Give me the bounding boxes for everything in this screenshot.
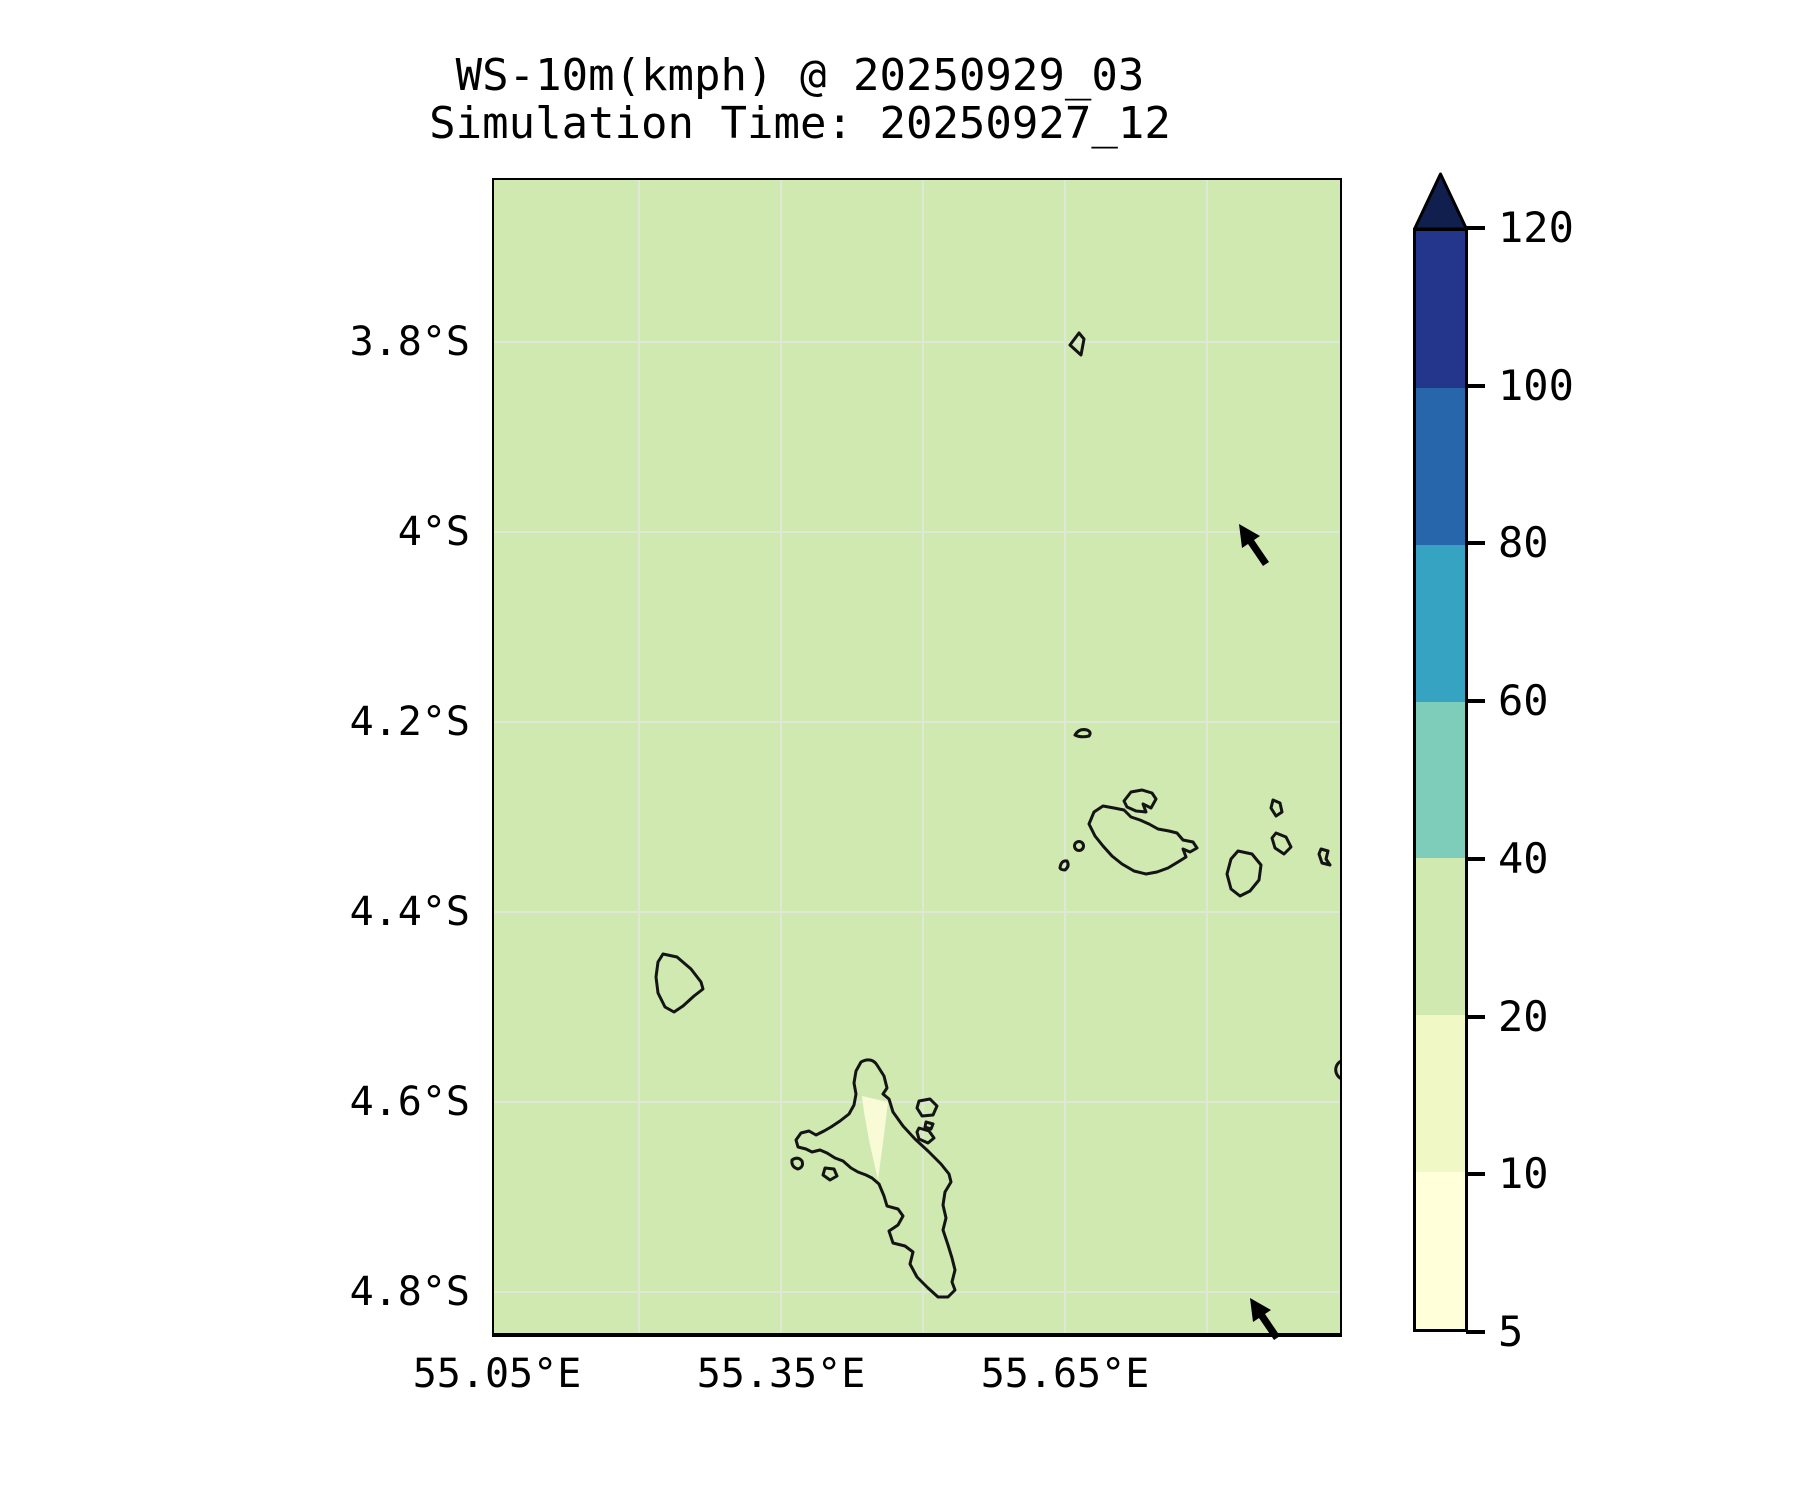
island-coastlines xyxy=(654,331,1342,1299)
colorbar xyxy=(1413,228,1468,1332)
y-tick-label: 4.2°S xyxy=(349,699,470,745)
colorbar-segment xyxy=(1416,544,1465,702)
y-tick-label: 3.8°S xyxy=(349,319,470,365)
islet-outline xyxy=(1073,840,1085,852)
colorbar-tick-label: 60 xyxy=(1498,676,1549,725)
islet-outline xyxy=(923,1120,935,1131)
islet-outline xyxy=(1270,831,1293,856)
wind-arrow xyxy=(1239,524,1269,566)
y-tick-label: 4.8°S xyxy=(349,1269,470,1315)
low-wind-contour-patch xyxy=(862,1096,888,1180)
island-outline xyxy=(1122,788,1158,814)
colorbar-tick xyxy=(1466,384,1485,388)
colorbar-segment xyxy=(1416,701,1465,859)
island-outline xyxy=(1087,804,1199,876)
islet-outline xyxy=(915,1126,936,1145)
y-tick-label: 4.4°S xyxy=(349,889,470,935)
map-border xyxy=(492,178,1342,1337)
wind-arrows xyxy=(1239,524,1280,1340)
map-canvas xyxy=(492,178,1342,1340)
plot-subtitle: Simulation Time: 20250927_12 xyxy=(429,98,1171,149)
island-outline xyxy=(1073,728,1092,739)
colorbar-over-arrow xyxy=(1413,172,1468,231)
islet-outline xyxy=(821,1166,839,1182)
wind-field-background xyxy=(492,178,1342,1335)
colorbar-segment xyxy=(1416,858,1465,1016)
colorbar-tick xyxy=(1466,1015,1485,1019)
colorbar-tick xyxy=(1466,1330,1485,1334)
colorbar-tick xyxy=(1466,699,1485,703)
x-tick-label: 55.05°E xyxy=(412,1351,582,1397)
islet-outline xyxy=(915,1097,939,1118)
colorbar-tick xyxy=(1466,857,1485,861)
islet-outline xyxy=(1269,798,1284,818)
colorbar-segment xyxy=(1416,387,1465,545)
colorbar-segment xyxy=(1416,1172,1465,1330)
colorbar-tick-label: 10 xyxy=(1498,1149,1549,1198)
colorbar-tick xyxy=(1466,226,1485,230)
colorbar-tick-label: 80 xyxy=(1498,518,1549,567)
colorbar-tick xyxy=(1466,1172,1485,1176)
islet-outline xyxy=(1317,847,1332,867)
colorbar-tick xyxy=(1466,541,1485,545)
island-outline xyxy=(1225,849,1263,898)
colorbar-tick-label: 5 xyxy=(1498,1307,1524,1356)
island-outline xyxy=(654,952,705,1014)
islet-outline xyxy=(790,1156,804,1171)
y-tick-label: 4°S xyxy=(397,509,470,555)
colorbar-tick-label: 20 xyxy=(1498,992,1549,1041)
colorbar-tick-label: 40 xyxy=(1498,834,1549,883)
colorbar-tick-label: 120 xyxy=(1498,203,1574,252)
graticule-gridlines xyxy=(492,178,1342,1335)
islet-outline xyxy=(1058,859,1070,872)
colorbar-tick-label: 100 xyxy=(1498,361,1574,410)
y-tick-label: 4.6°S xyxy=(349,1079,470,1125)
colorbar-segment xyxy=(1416,1015,1465,1173)
x-tick-label: 55.35°E xyxy=(696,1351,866,1397)
plot-title: WS-10m(kmph) @ 20250929_03 xyxy=(455,50,1145,101)
x-tick-label: 55.65°E xyxy=(980,1351,1150,1397)
wind-arrow xyxy=(1250,1298,1280,1340)
island-outline xyxy=(1068,331,1086,357)
island-outline xyxy=(794,1058,957,1299)
colorbar-segment xyxy=(1416,231,1465,388)
